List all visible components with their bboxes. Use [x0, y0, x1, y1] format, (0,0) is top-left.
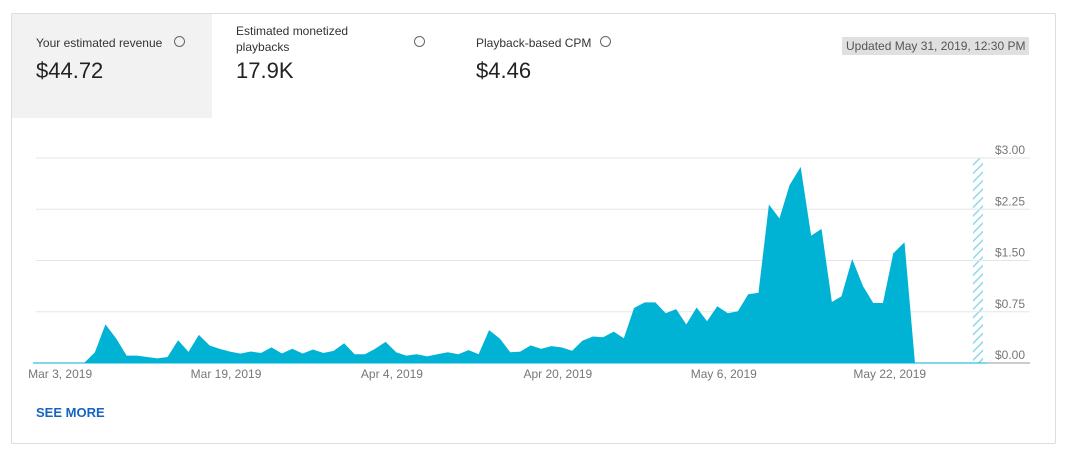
y-tick-label: $0.75	[995, 297, 1025, 311]
updated-badge: Updated May 31, 2019, 12:30 PM	[842, 37, 1030, 55]
icon	[414, 36, 425, 47]
x-tick-label: Apr 20, 2019	[524, 367, 593, 381]
x-tick-label: Mar 3, 2019	[28, 367, 92, 381]
tab-selected[interactable]	[12, 14, 212, 118]
chart: $0.00 $0.75 $1.50 $2.25 $3.00 Mar 3, 2019 Mar …	[28, 143, 1030, 381]
metric-value: $44.72	[36, 58, 104, 83]
metric-value: 17.9K	[236, 58, 294, 83]
icon	[174, 36, 185, 47]
revenue-area	[33, 166, 988, 364]
card	[11, 13, 1056, 444]
y-tick-label: $1.50	[995, 246, 1025, 260]
metric-value: $4.46	[476, 58, 532, 83]
see-more-link[interactable]: SEE MORE	[36, 405, 105, 420]
y-tick-label: $2.25	[995, 194, 1025, 208]
y-tick-label: $0.00	[995, 348, 1025, 362]
metric-label: Your estimated revenue	[36, 36, 163, 50]
x-tick-label: May 22, 2019	[853, 367, 926, 381]
y-tick-label: $3.00	[995, 143, 1025, 157]
metric-label[interactable]: Estimated monetized playbacks	[236, 24, 349, 54]
x-tick-label: May 6, 2019	[691, 367, 757, 381]
icon	[600, 36, 611, 47]
x-tick-label: Mar 19, 2019	[191, 367, 262, 381]
metric-label[interactable]: Playback-based CPM	[476, 36, 592, 50]
x-tick-label: Apr 4, 2019	[361, 367, 423, 381]
